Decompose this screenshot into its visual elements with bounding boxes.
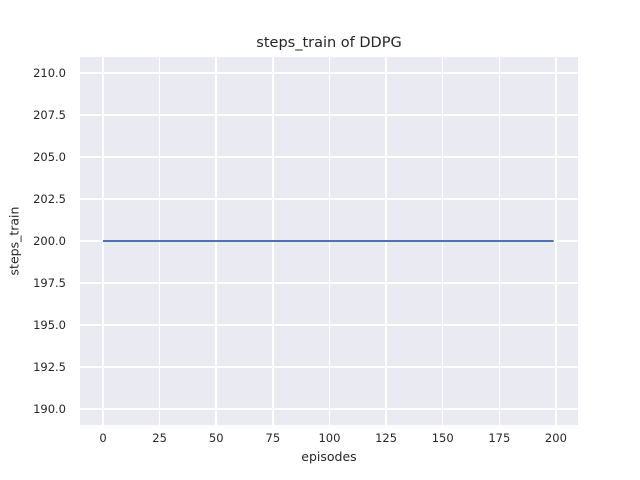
x-tick-label: 175 — [488, 431, 511, 445]
x-tick-label: 50 — [208, 431, 224, 445]
gridline-horizontal — [80, 324, 578, 326]
x-tick-label: 25 — [152, 431, 167, 445]
y-tick-label: 195.0 — [33, 318, 66, 333]
y-tick-label: 202.5 — [33, 191, 66, 206]
y-tick-label: 190.0 — [33, 402, 66, 417]
x-tick-label: 100 — [318, 431, 341, 445]
x-tick-label: 125 — [375, 431, 398, 445]
y-tick-label: 200.0 — [33, 234, 66, 248]
gridline-horizontal — [80, 156, 578, 158]
gridline-horizontal — [80, 72, 578, 74]
y-tick-label: 207.5 — [33, 107, 66, 122]
x-tick-label: 75 — [265, 431, 281, 445]
x-axis-label: episodes — [301, 449, 357, 464]
gridline-horizontal — [80, 282, 578, 284]
y-tick-label: 205.0 — [33, 149, 66, 164]
chart-title: steps_train of DDPG — [256, 35, 402, 51]
y-tick-label: 210.0 — [33, 65, 66, 80]
x-tick-label: 200 — [544, 431, 567, 445]
plot-area — [80, 57, 578, 425]
gridline-horizontal — [80, 198, 578, 200]
gridline-horizontal — [80, 408, 578, 410]
y-tick-label: 192.5 — [33, 360, 66, 375]
data-line-ddpg — [103, 240, 554, 242]
x-tick-label: 0 — [99, 431, 107, 445]
gridline-horizontal — [80, 366, 578, 368]
x-tick-label: 150 — [431, 431, 454, 445]
gridline-horizontal — [80, 114, 578, 116]
y-tick-label: 197.5 — [33, 276, 66, 290]
